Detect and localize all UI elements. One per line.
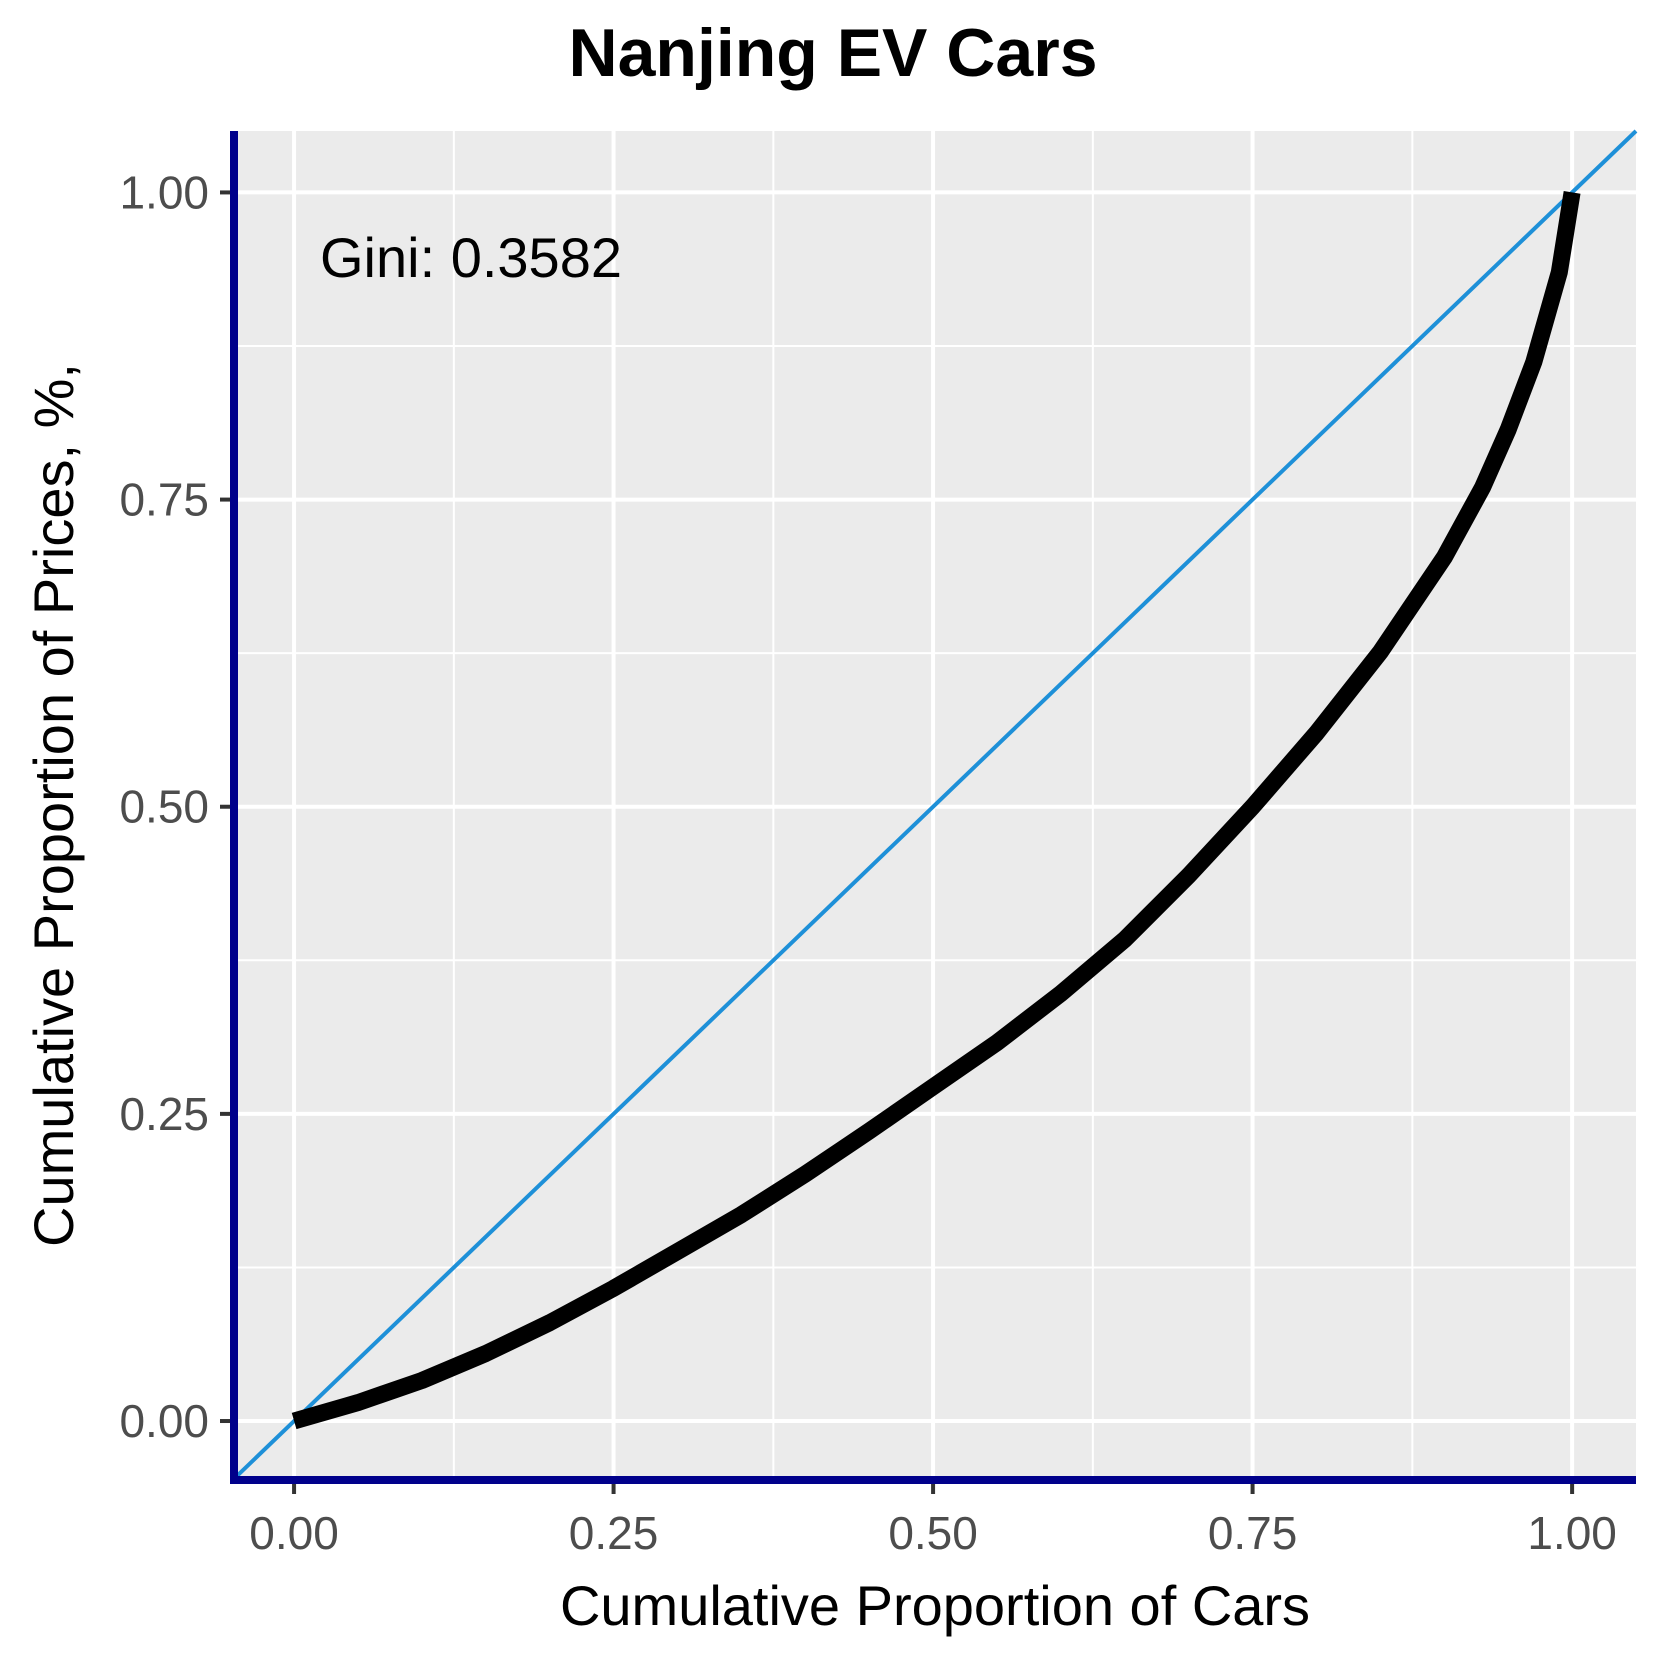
line-of-equality bbox=[232, 129, 1638, 1481]
x-tick-label: 1.00 bbox=[1527, 1507, 1617, 1559]
y-tick-label: 0.25 bbox=[119, 1088, 209, 1140]
y-axis-label: Cumulative Proportion of Prices, %, bbox=[22, 363, 85, 1247]
gini-annotation: Gini: 0.3582 bbox=[320, 226, 622, 289]
x-axis-label: Cumulative Proportion of Cars bbox=[560, 1574, 1310, 1637]
series-layer bbox=[232, 129, 1638, 1481]
x-tick-label: 0.50 bbox=[888, 1507, 978, 1559]
x-tick-label: 0.00 bbox=[249, 1507, 339, 1559]
x-axis-ticks: 0.00 0.25 0.50 0.75 1.00 bbox=[249, 1484, 1617, 1559]
x-tick-label: 0.75 bbox=[1208, 1507, 1298, 1559]
chart-title: Nanjing EV Cars bbox=[568, 15, 1097, 91]
x-tick-label: 0.25 bbox=[569, 1507, 659, 1559]
y-tick-label: 1.00 bbox=[119, 166, 209, 218]
y-tick-label: 0.50 bbox=[119, 781, 209, 833]
y-axis-ticks: 0.00 0.25 0.50 0.75 1.00 bbox=[119, 166, 230, 1447]
y-tick-label: 0.00 bbox=[119, 1395, 209, 1447]
lorenz-curve bbox=[291, 191, 1581, 1430]
y-tick-label: 0.75 bbox=[119, 474, 209, 526]
axes bbox=[230, 131, 1636, 1484]
